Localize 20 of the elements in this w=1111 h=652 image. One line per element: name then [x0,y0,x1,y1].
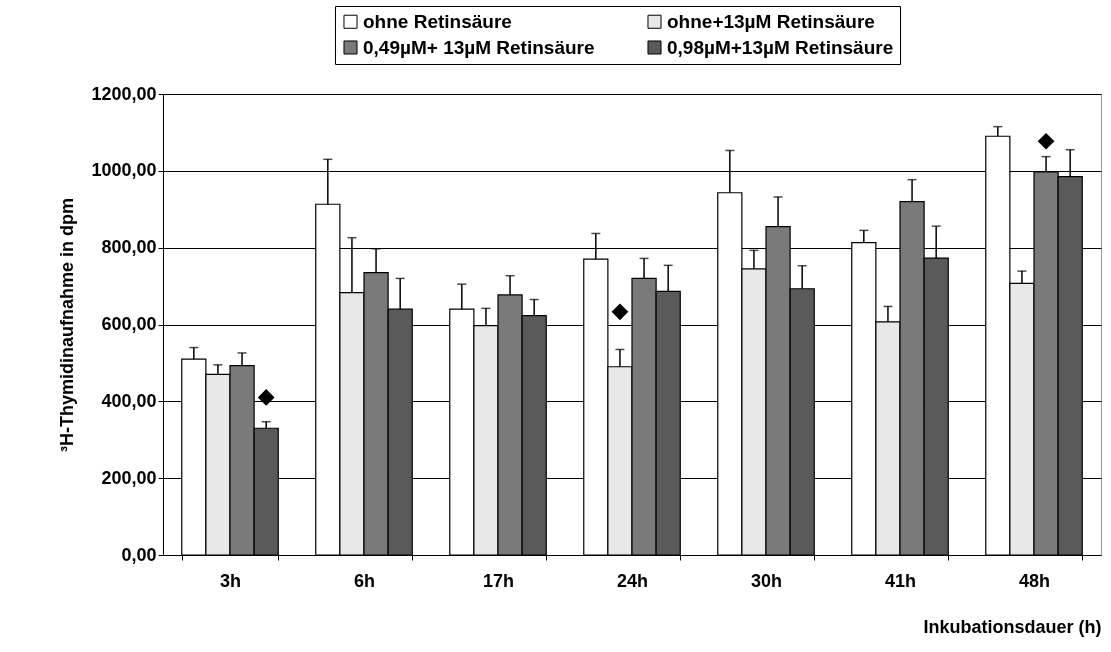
y-tick-label: 0,00 [121,544,157,565]
y-tick-label: 1200,00 [91,83,157,104]
x-tick-label: 30h [750,570,783,591]
x-tick-label: 17h [482,570,515,591]
legend-label: ohne Retinsäure [363,10,512,32]
x-tick-label: 6h [353,570,376,591]
y-tick-label: 800,00 [101,237,157,258]
legend-label: 0,98µM+13µM Retinsäure [667,36,894,58]
y-tick-label: 1000,00 [91,160,157,181]
y-tick-label: 400,00 [101,390,157,411]
x-tick-label: 3h [219,570,242,591]
y-axis-title: ³H-Thymidinaufnahme in dpm [57,198,78,452]
x-tick-label: 41h [884,570,917,591]
y-tick-label: 600,00 [101,314,157,334]
y-tick-label: 200,00 [101,467,157,488]
x-tick-label: 24h [616,570,649,591]
x-tick-label: 48h [1018,570,1051,591]
legend-label: 0,49µM+ 13µM Retinsäure [363,36,595,58]
legend-label: ohne+13µM Retinsäure [667,10,875,32]
x-axis-title: Inkubationsdauer (h) [923,616,1102,637]
